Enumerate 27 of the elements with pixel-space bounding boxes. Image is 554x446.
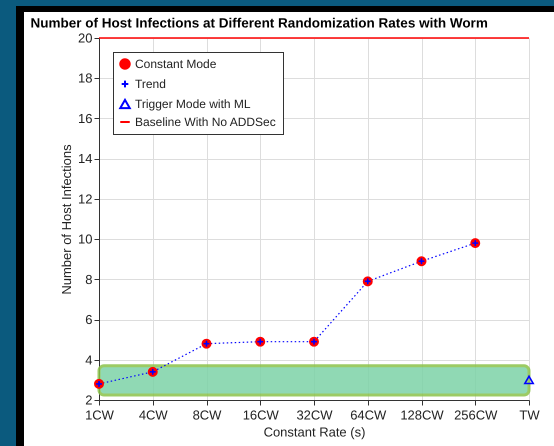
y-tick-label: 2 (85, 392, 92, 408)
x-tick-label: 128CW (400, 408, 444, 422)
y-tick-label: 16 (78, 110, 92, 126)
point (524, 375, 534, 384)
x-tick-label: TW (519, 408, 540, 422)
x-axis-title: Constant Rate (s) (264, 424, 366, 440)
legend-label: Trend (135, 77, 166, 91)
y-axis-title: Number of Host Infections (59, 144, 74, 295)
legend-label: Constant Mode (135, 57, 217, 71)
y-tick-label: 12 (78, 191, 92, 206)
y-tick-label: 6 (85, 312, 92, 328)
x-tick-label: 4CW (138, 408, 168, 422)
chart-title: Number of Host Infections at Different Randomization Rates with Worm (30, 16, 488, 30)
legend-label: Baseline With No ADDSec (135, 115, 276, 129)
y-tick-label: 10 (78, 232, 92, 247)
x-tick-label: 64CW (350, 408, 388, 422)
x-tick-label: 32CW (296, 408, 334, 422)
x-tick-label: 1CW (85, 408, 115, 422)
x-tick-label: 16CW (242, 408, 280, 422)
legend-label: Trigger Mode with ML (135, 97, 251, 111)
y-tick-label: 4 (85, 352, 92, 368)
y-tick-label: 8 (85, 272, 92, 287)
y-tick-label: 14 (78, 151, 92, 166)
x-tick-label: 256CW (454, 408, 498, 422)
x-tick-label: 8CW (192, 408, 222, 422)
y-tick-label: 20 (78, 30, 92, 46)
y-tick-label: 18 (78, 70, 92, 86)
